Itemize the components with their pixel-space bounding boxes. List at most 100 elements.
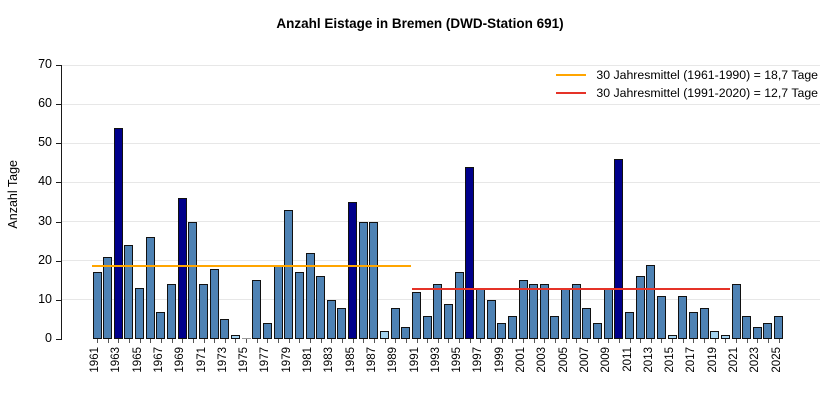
- bar-1990: [401, 327, 411, 339]
- bar-2014: [656, 295, 666, 339]
- y-tick-20: [56, 260, 61, 262]
- bar-2023: [752, 327, 762, 339]
- y-tick-40: [56, 182, 61, 184]
- bar-2008: [593, 323, 603, 339]
- x-tick-2009: [608, 339, 610, 343]
- bar-1983: [326, 299, 336, 339]
- bar-1979: [284, 209, 294, 339]
- x-tick-label-1969: 1969: [174, 347, 187, 373]
- bar-2012: [635, 276, 645, 339]
- bar-2000: [507, 315, 517, 339]
- x-tick-2019: [714, 339, 716, 343]
- x-tick-label-2015: 2015: [664, 347, 677, 373]
- bar-1982: [316, 276, 326, 339]
- x-tick-label-1979: 1979: [280, 347, 293, 373]
- bar-1980: [294, 272, 304, 339]
- x-tick-label-2003: 2003: [536, 347, 549, 373]
- bar-1997: [475, 288, 485, 339]
- x-tick-1962: [107, 339, 109, 343]
- bar-2001: [518, 280, 528, 339]
- x-tick-1982: [320, 339, 322, 343]
- x-tick-1964: [128, 339, 130, 343]
- gridline-50: [62, 142, 820, 144]
- x-tick-label-2011: 2011: [621, 347, 634, 372]
- y-tick-label-20: 20: [38, 252, 52, 267]
- x-tick-label-1989: 1989: [387, 347, 400, 373]
- x-tick-1992: [427, 339, 429, 343]
- x-tick-1981: [310, 339, 311, 343]
- gridline-60: [62, 103, 820, 105]
- x-tick-1997: [480, 339, 482, 343]
- x-tick-label-1977: 1977: [259, 347, 272, 373]
- chart-title: Anzahl Eistage in Bremen (DWD-Station 69…: [276, 16, 564, 31]
- x-tick-1968: [171, 339, 173, 343]
- x-tick-1975: [246, 339, 248, 343]
- x-tick-2013: [650, 339, 652, 343]
- x-tick-1999: [501, 339, 503, 343]
- bar-1998: [486, 299, 496, 339]
- bar-1989: [390, 307, 400, 339]
- x-tick-1980: [299, 339, 301, 343]
- x-tick-label-2023: 2023: [749, 347, 762, 373]
- legend: 30 Jahresmittel (1961-1990) = 18,7 Tage …: [556, 66, 818, 102]
- bar-1962: [103, 256, 113, 339]
- x-tick-2021: [736, 339, 737, 343]
- x-tick-1976: [256, 339, 258, 343]
- x-tick-label-1999: 1999: [493, 347, 506, 373]
- bar-2024: [763, 323, 773, 339]
- bar-2013: [646, 264, 656, 339]
- x-tick-label-1987: 1987: [365, 347, 378, 373]
- y-tick-label-50: 50: [38, 135, 52, 150]
- bar-2004: [550, 315, 560, 339]
- x-tick-2012: [640, 339, 642, 343]
- gridline-20: [62, 260, 820, 262]
- bar-1987: [369, 221, 379, 339]
- x-tick-1970: [192, 339, 194, 343]
- bar-1965: [135, 288, 145, 339]
- bar-1967: [156, 311, 166, 339]
- y-tick-30: [56, 221, 61, 223]
- x-tick-2005: [565, 339, 567, 343]
- bar-1974: [230, 335, 240, 339]
- x-tick-label-1991: 1991: [408, 347, 421, 373]
- bar-1984: [337, 307, 347, 339]
- bar-1999: [497, 323, 507, 339]
- bar-2025: [774, 315, 784, 339]
- legend-label-1961-1990: 30 Jahresmittel (1961-1990) = 18,7 Tage: [596, 68, 818, 82]
- bar-2018: [699, 307, 709, 339]
- bar-1966: [145, 237, 155, 339]
- x-tick-label-1975: 1975: [238, 347, 251, 373]
- bar-2020: [720, 335, 730, 339]
- x-tick-2007: [586, 339, 588, 343]
- x-tick-2003: [544, 339, 546, 343]
- legend-line-orange: [556, 74, 587, 76]
- x-tick-2022: [746, 339, 748, 343]
- x-tick-2008: [597, 339, 599, 343]
- x-tick-1996: [469, 339, 471, 343]
- x-tick-label-2019: 2019: [706, 347, 719, 373]
- bar-1985: [348, 202, 358, 339]
- x-tick-2015: [672, 339, 674, 343]
- x-tick-1972: [214, 339, 216, 343]
- bar-1993: [433, 284, 443, 339]
- x-tick-label-1993: 1993: [429, 347, 442, 373]
- y-tick-label-0: 0: [45, 331, 52, 345]
- bar-2022: [742, 315, 752, 339]
- x-tick-1993: [437, 339, 439, 343]
- x-tick-label-2001: 2001: [515, 347, 527, 373]
- bar-1971: [199, 284, 208, 339]
- x-tick-1969: [182, 339, 184, 343]
- x-tick-1998: [491, 339, 493, 343]
- x-tick-1965: [139, 339, 141, 343]
- x-tick-2016: [682, 339, 684, 343]
- x-tick-2004: [554, 339, 556, 343]
- bar-2016: [678, 295, 688, 339]
- x-tick-2011: [629, 339, 631, 343]
- x-tick-label-1985: 1985: [344, 347, 357, 373]
- mean-line-1961-1990: [92, 264, 411, 267]
- x-tick-label-1997: 1997: [472, 347, 485, 373]
- bar-1963: [113, 127, 123, 339]
- bar-1986: [358, 221, 368, 339]
- y-tick-10: [56, 299, 61, 301]
- bar-1975: [241, 338, 251, 339]
